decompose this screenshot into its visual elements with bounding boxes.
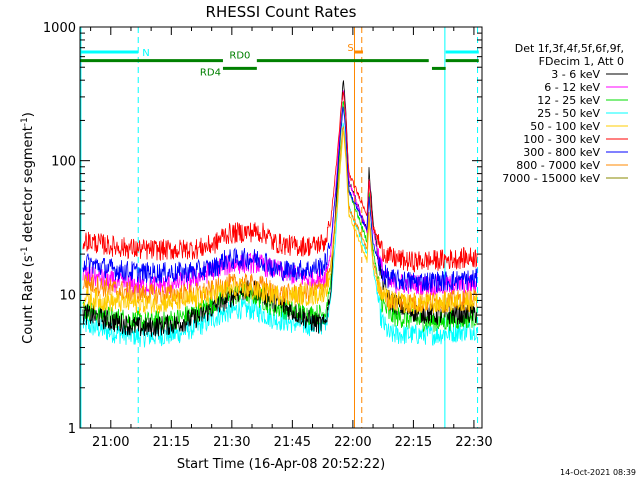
- series-line-300-800-kev: [82, 106, 478, 293]
- y-label-mid: detector segment: [21, 126, 36, 246]
- legend-label-6-12-kev: 6 - 12 keV: [544, 81, 600, 94]
- state-bars: N S RD0 RD4: [80, 43, 479, 78]
- x-tick-label: 22:00: [334, 435, 371, 450]
- state-label-rd4: RD4: [200, 67, 221, 78]
- legend-label-50-100-kev: 50 - 100 keV: [530, 120, 600, 133]
- plot-frame: [79, 26, 483, 429]
- y-tick-label: 10: [59, 288, 76, 303]
- y-label-main: Count Rate (s: [21, 255, 36, 344]
- y-tick-label: 100: [51, 155, 76, 170]
- chart-title: RHESSI Count Rates: [206, 3, 357, 21]
- legend-label-100-300-kev: 100 - 300 keV: [523, 133, 600, 146]
- state-label-s: S: [347, 43, 353, 54]
- legend-header-line-1: Det 1f,3f,4f,5f,6f,9f,: [515, 42, 624, 55]
- series-lines: [82, 80, 478, 348]
- legend-label-3-6-kev: 3 - 6 keV: [551, 68, 600, 81]
- y-label-sup1: -1: [20, 246, 30, 255]
- state-label-n: N: [142, 48, 149, 59]
- legend-header-line-2: FDecim 1, Att 0: [539, 55, 624, 68]
- x-tick-label: 22:30: [455, 435, 492, 450]
- y-tick-label: 1: [68, 422, 76, 437]
- y-label-sup2: -1: [20, 117, 30, 126]
- y-label-end: ): [21, 112, 36, 117]
- legend-label-7000-15000-kev: 7000 - 15000 keV: [502, 172, 600, 185]
- series-line-100-300-kev: [82, 91, 478, 273]
- legend-label-12-25-kev: 12 - 25 keV: [537, 94, 600, 107]
- series-line-50-100-kev: [82, 131, 478, 315]
- state-label-rd0: RD0: [229, 51, 250, 62]
- legend-label-800-7000-kev: 800 - 7000 keV: [516, 159, 600, 172]
- timestamp: 14-Oct-2021 08:39: [560, 468, 636, 477]
- x-tick-label: 21:00: [92, 435, 129, 450]
- x-tick-label: 21:45: [274, 435, 311, 450]
- x-axis-label: Start Time (16-Apr-08 20:52:22): [177, 457, 385, 472]
- legend: Det 1f,3f,4f,5f,6f,9f, FDecim 1, Att 0 3…: [502, 42, 628, 185]
- series-line-3-6-kev: [82, 80, 478, 337]
- x-tick-label: 21:30: [213, 435, 250, 450]
- marker-lines: [80, 27, 479, 428]
- legend-label-25-50-kev: 25 - 50 keV: [537, 107, 600, 120]
- x-tick-label: 21:15: [153, 435, 190, 450]
- axes: 21:00 21:15 21:30 21:45 22:00 22:15 22:30 1 10 10…: [43, 21, 493, 450]
- y-axis-label: Count Rate (s-1 detector segment-1): [20, 112, 36, 344]
- y-tick-label: 1000: [43, 21, 76, 36]
- legend-label-300-800-kev: 300 - 800 keV: [523, 146, 600, 159]
- x-tick-label: 22:15: [395, 435, 432, 450]
